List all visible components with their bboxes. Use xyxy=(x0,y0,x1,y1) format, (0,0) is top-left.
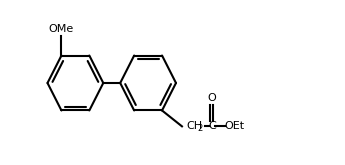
Text: OEt: OEt xyxy=(225,121,245,131)
Text: C: C xyxy=(209,121,217,131)
Text: 2: 2 xyxy=(197,124,202,133)
Text: O: O xyxy=(207,93,216,102)
Text: CH: CH xyxy=(186,121,202,131)
Text: OMe: OMe xyxy=(49,24,74,34)
